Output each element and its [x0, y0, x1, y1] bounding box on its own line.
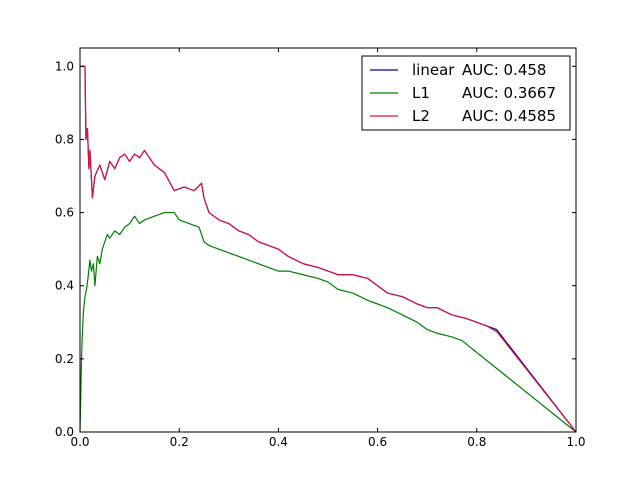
tick-label-layer: 0.0 0.2 0.4 0.6 0.8 1.0 0.0 0.2 0.4 0.6 0.8 1.0 [55, 59, 586, 449]
y-tick-label: 0.6 [55, 206, 74, 220]
x-tick-label: 0.2 [170, 435, 189, 449]
series-line-2 [80, 65, 577, 433]
legend: linear AUC: 0.458 L1 AUC: 0.3667 L2 AUC: 0.45… [361, 55, 571, 131]
legend-label-1: L1 [412, 84, 430, 102]
x-tick-label: 0.6 [368, 435, 387, 449]
series-layer [79, 65, 577, 433]
y-tick-label: 0.4 [55, 279, 74, 293]
legend-auc-0: AUC: 0.458 [462, 61, 546, 79]
legend-label-0: linear [412, 61, 455, 79]
y-tick-label: 0.8 [55, 132, 74, 146]
legend-label-2: L2 [412, 107, 430, 125]
y-tick-label: 1.0 [55, 59, 74, 73]
x-tick-label: 0.0 [70, 435, 89, 449]
x-tick-label: 1.0 [566, 435, 585, 449]
series-line-1 [79, 211, 577, 433]
y-tick-label: 0.0 [55, 425, 74, 439]
legend-auc-1: AUC: 0.3667 [462, 84, 556, 102]
plot-frame [79, 47, 577, 433]
legend-auc-2: AUC: 0.4585 [462, 107, 556, 125]
x-tick-label: 0.4 [269, 435, 288, 449]
x-tick-label: 0.8 [467, 435, 486, 449]
y-tick-label: 0.2 [55, 352, 74, 366]
